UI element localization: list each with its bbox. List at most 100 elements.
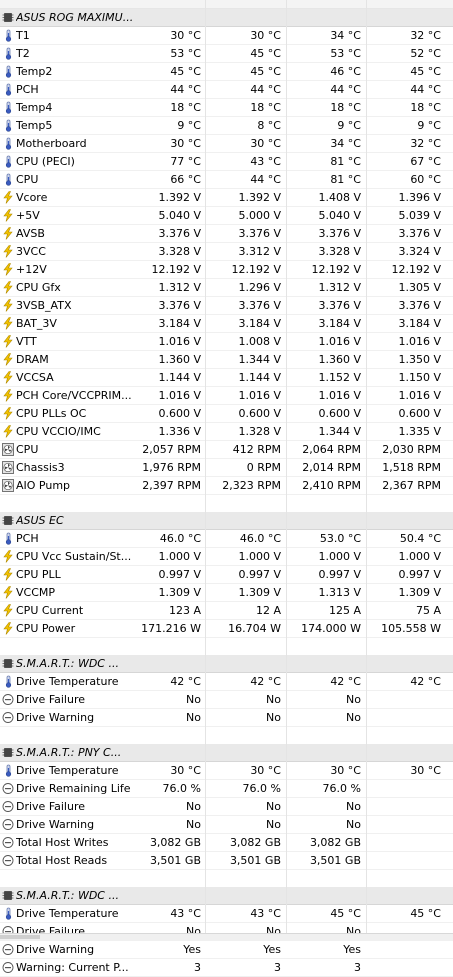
sensor-row[interactable]: Drive Failure No No No (0, 798, 453, 816)
current-value: 3.376 V (158, 227, 201, 240)
current-value: 1.016 V (158, 389, 201, 402)
thermometer-icon (2, 65, 14, 78)
sensor-row[interactable]: Drive Temperature 30 °C 30 °C 30 °C 30 °C (0, 762, 453, 780)
column-divider (205, 0, 206, 940)
sensor-row[interactable]: Total Host Reads 3,501 GB 3,501 GB 3,501 GB (0, 852, 453, 870)
sensor-row[interactable]: Temp4 18 °C 18 °C 18 °C 18 °C (0, 99, 453, 117)
thermometer-icon (2, 83, 14, 96)
sensor-row[interactable]: VCCSA 1.144 V 1.144 V 1.152 V 1.150 V (0, 369, 453, 387)
sensor-row[interactable]: CPU Power 171.216 W 16.704 W 174.000 W 105.5… (0, 620, 453, 638)
sensor-row[interactable]: Temp5 9 °C 8 °C 9 °C 9 °C (0, 117, 453, 135)
sensor-row[interactable]: BAT_3V 3.184 V 3.184 V 3.184 V 3.184 V (0, 315, 453, 333)
sensor-row[interactable]: Motherboard 30 °C 30 °C 34 °C 32 °C (0, 135, 453, 153)
minimum-value: 43 °C (250, 907, 281, 920)
fan-icon (2, 479, 14, 492)
sensor-row[interactable]: Temp2 45 °C 45 °C 46 °C 45 °C (0, 63, 453, 81)
maximum-value: 1.312 V (318, 281, 361, 294)
sensor-row[interactable]: CPU Gfx 1.312 V 1.296 V 1.312 V 1.305 V (0, 279, 453, 297)
maximum-value: 30 °C (330, 764, 361, 777)
scrollbar-thumb[interactable] (0, 935, 40, 939)
group-title: S.M.A.R.T.: WDC ... (16, 889, 119, 902)
current-value: 1.360 V (158, 353, 201, 366)
column-divider (366, 0, 367, 940)
spacer-row (0, 495, 453, 512)
sensor-row[interactable]: Total Host Writes 3,082 GB 3,082 GB 3,082 G… (0, 834, 453, 852)
group-title: S.M.A.R.T.: PNY C... (16, 746, 122, 759)
group-header[interactable]: S.M.A.R.T.: PNY C... (0, 744, 453, 762)
sensor-row[interactable]: AVSB 3.376 V 3.376 V 3.376 V 3.376 V (0, 225, 453, 243)
average-value: 3.184 V (398, 317, 441, 330)
current-value: 2,057 RPM (142, 443, 201, 456)
sensor-row[interactable]: +12V 12.192 V 12.192 V 12.192 V 12.192 V (0, 261, 453, 279)
maximum-value: 3.376 V (318, 227, 361, 240)
fan-icon (2, 461, 14, 474)
group-header[interactable]: S.M.A.R.T.: WDC ... (0, 655, 453, 673)
sensor-row[interactable]: Drive Failure No No No (0, 691, 453, 709)
maximum-value: 3.184 V (318, 317, 361, 330)
sensor-row[interactable]: VTT 1.016 V 1.008 V 1.016 V 1.016 V (0, 333, 453, 351)
lightning-icon (2, 550, 14, 563)
group-header[interactable]: ASUS EC (0, 512, 453, 530)
minimum-value: 3,501 GB (229, 854, 281, 867)
maximum-value: 81 °C (330, 155, 361, 168)
minimum-value: 42 °C (250, 675, 281, 688)
average-value: 3.324 V (398, 245, 441, 258)
thermometer-icon (2, 173, 14, 186)
sensor-row[interactable]: VCCMP 1.309 V 1.309 V 1.313 V 1.309 V (0, 584, 453, 602)
sensor-row[interactable]: +5V 5.040 V 5.000 V 5.040 V 5.039 V (0, 207, 453, 225)
sensor-row[interactable]: CPU (PECI) 77 °C 43 °C 81 °C 67 °C (0, 153, 453, 171)
current-value: 171.216 W (141, 622, 201, 635)
lightning-icon (2, 604, 14, 617)
sensor-row[interactable]: CPU VCCIO/IMC 1.336 V 1.328 V 1.344 V 1.335 … (0, 423, 453, 441)
average-value: 9 °C (417, 119, 441, 132)
sensor-row[interactable]: Drive Warning No No No (0, 709, 453, 727)
sensor-row[interactable]: CPU 2,057 RPM 412 RPM 2,064 RPM 2,030 RPM (0, 441, 453, 459)
sensor-row[interactable]: PCH Core/VCCPRIM... 1.016 V 1.016 V 1.016 V… (0, 387, 453, 405)
sensor-row[interactable]: CPU PLLs OC 0.600 V 0.600 V 0.600 V 0.600 V (0, 405, 453, 423)
minimum-value: 3.376 V (238, 227, 281, 240)
minimum-value: 0.997 V (238, 568, 281, 581)
column-divider (286, 0, 287, 940)
sensor-row[interactable]: DRAM 1.360 V 1.344 V 1.360 V 1.350 V (0, 351, 453, 369)
sensor-row[interactable]: CPU Current 123 A 12 A 125 A 75 A (0, 602, 453, 620)
status-circle-icon (2, 961, 14, 974)
sensor-row[interactable]: Warning: Current P... 3 3 3 (0, 959, 453, 977)
current-value: Yes (183, 943, 201, 956)
sensor-row[interactable]: Drive Warning Yes Yes Yes (0, 941, 453, 959)
sensor-row[interactable]: Vcore 1.392 V 1.392 V 1.408 V 1.396 V (0, 189, 453, 207)
sensor-row[interactable]: Drive Temperature 43 °C 43 °C 45 °C 45 °C (0, 905, 453, 923)
sensor-row[interactable]: Chassis3 1,976 RPM 0 RPM 2,014 RPM 1,518 RPM (0, 459, 453, 477)
chip-icon (2, 11, 14, 24)
current-value: 1.144 V (158, 371, 201, 384)
horizontal-scrollbar[interactable] (0, 933, 453, 940)
current-value: 76.0 % (162, 782, 201, 795)
spacer-row (0, 638, 453, 655)
sensor-row[interactable]: 3VCC 3.328 V 3.312 V 3.328 V 3.324 V (0, 243, 453, 261)
maximum-value: 3,501 GB (309, 854, 361, 867)
sensor-row[interactable]: Drive Temperature 42 °C 42 °C 42 °C 42 °C (0, 673, 453, 691)
minimum-value: 30 °C (250, 764, 281, 777)
sensor-row[interactable]: Drive Warning No No No (0, 816, 453, 834)
maximum-value: 53.0 °C (319, 532, 361, 545)
sensor-row[interactable]: Drive Remaining Life 76.0 % 76.0 % 76.0 % (0, 780, 453, 798)
sensor-row[interactable]: T2 53 °C 45 °C 53 °C 52 °C (0, 45, 453, 63)
sensor-row[interactable]: PCH 44 °C 44 °C 44 °C 44 °C (0, 81, 453, 99)
average-value: 1.000 V (398, 550, 441, 563)
sensor-row[interactable]: CPU Vcc Sustain/St... 1.000 V 1.000 V 1.000… (0, 548, 453, 566)
sensor-row[interactable]: 3VSB_ATX 3.376 V 3.376 V 3.376 V 3.376 V (0, 297, 453, 315)
sensor-row[interactable]: AIO Pump 2,397 RPM 2,323 RPM 2,410 RPM 2,367… (0, 477, 453, 495)
minimum-value: 1.328 V (238, 425, 281, 438)
maximum-value: 2,410 RPM (302, 479, 361, 492)
sensor-row[interactable]: PCH 46.0 °C 46.0 °C 53.0 °C 50.4 °C (0, 530, 453, 548)
group-header[interactable]: S.M.A.R.T.: WDC ... (0, 887, 453, 905)
sensor-row[interactable]: CPU PLL 0.997 V 0.997 V 0.997 V 0.997 V (0, 566, 453, 584)
minimum-value: 45 °C (250, 65, 281, 78)
thermometer-icon (2, 675, 14, 688)
group-header[interactable]: ASUS ROG MAXIMU... (0, 9, 453, 27)
sensor-row[interactable]: CPU 66 °C 44 °C 81 °C 60 °C (0, 171, 453, 189)
thermometer-icon (2, 47, 14, 60)
maximum-value: 76.0 % (322, 782, 361, 795)
sensor-row[interactable]: T1 30 °C 30 °C 34 °C 32 °C (0, 27, 453, 45)
average-value: 30 °C (410, 764, 441, 777)
average-value: 52 °C (410, 47, 441, 60)
